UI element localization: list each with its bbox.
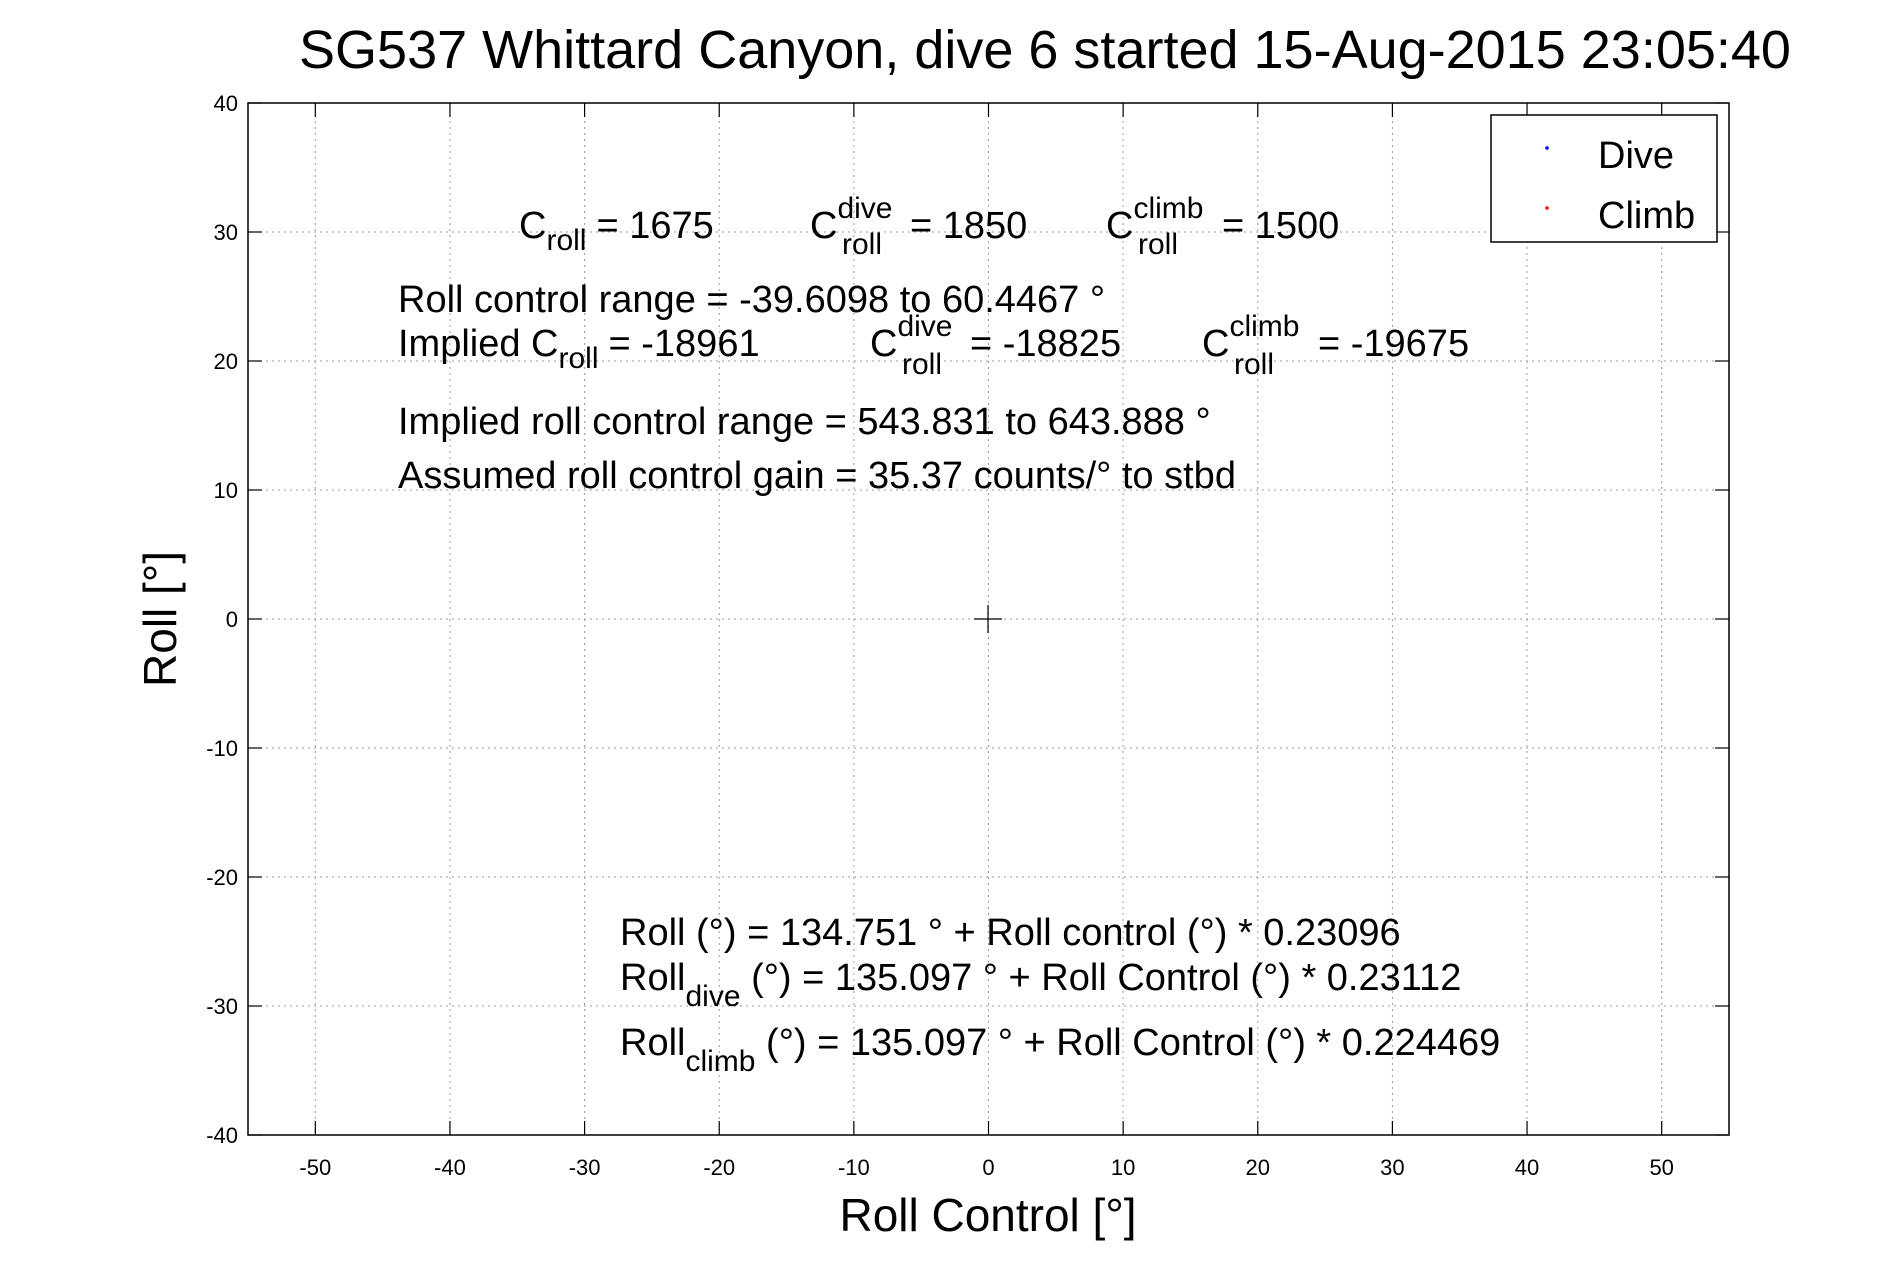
grid xyxy=(248,103,1729,1135)
legend: Dive Climb xyxy=(1490,114,1718,243)
annotation-fit-all: Roll (°) = 134.751 ° + Roll control (°) … xyxy=(620,912,1401,954)
annotation-implied-dive-sub: roll xyxy=(902,348,942,381)
annotation-roll-control-range: Roll control range = -39.6098 to 60.4467… xyxy=(398,279,1105,321)
annotation-c-roll-climb-sub: roll xyxy=(1138,228,1178,261)
x-tick-label: -10 xyxy=(838,1155,870,1180)
annotation-c-roll: Croll = 1675 xyxy=(519,205,714,257)
x-tick-label: -30 xyxy=(569,1155,601,1180)
x-tick-label: -20 xyxy=(703,1155,735,1180)
y-tick-labels: -40 -30 -20 -10 0 10 20 30 40 xyxy=(206,91,238,1148)
x-tick-label: 30 xyxy=(1380,1155,1404,1180)
annotation-fit-dive: Rolldive (°) = 135.097 ° + Roll Control … xyxy=(620,957,1461,1013)
y-tick-label: 0 xyxy=(226,607,238,632)
annotation-implied-range: Implied roll control range = 543.831 to … xyxy=(398,401,1211,443)
annotation-c-roll-dive-sub: roll xyxy=(842,228,882,261)
annotation-c-roll-climb-value: = 1500 xyxy=(1222,205,1339,247)
x-tick-label: 0 xyxy=(982,1155,994,1180)
annotation-c-roll-dive-value: = 1850 xyxy=(910,205,1027,247)
annotations: Croll = 1675 Cdive roll = 1850 Cclimb rol… xyxy=(398,192,1500,1078)
annotation-gain: Assumed roll control gain = 35.37 counts… xyxy=(398,455,1236,497)
x-tick-label: 10 xyxy=(1111,1155,1135,1180)
annotation-c-roll-climb: Cclimb xyxy=(1106,192,1203,247)
chart-title: SG537 Whittard Canyon, dive 6 started 15… xyxy=(299,20,1791,80)
y-tick-label: -40 xyxy=(206,1123,238,1148)
legend-marker-climb xyxy=(1545,206,1549,210)
legend-box xyxy=(1490,114,1718,243)
y-tick-label: 30 xyxy=(214,220,238,245)
annotation-implied-climb: Cclimb xyxy=(1202,310,1299,365)
y-axis-label: Roll [°] xyxy=(134,551,186,687)
legend-label-climb: Climb xyxy=(1598,195,1695,237)
x-tick-label: -50 xyxy=(299,1155,331,1180)
y-tick-label: -10 xyxy=(206,736,238,761)
annotation-implied-climb-sub: roll xyxy=(1234,348,1274,381)
annotation-implied-c-roll: Implied Croll = -18961 xyxy=(398,323,760,375)
y-tick-label: 10 xyxy=(214,478,238,503)
annotation-fit-climb: Rollclimb (°) = 135.097 ° + Roll Control… xyxy=(620,1022,1500,1078)
annotation-c-roll-dive: Cdive xyxy=(810,192,893,247)
x-tick-label: -40 xyxy=(434,1155,466,1180)
y-tick-label: 40 xyxy=(214,91,238,116)
x-tick-labels: -50 -40 -30 -20 -10 0 10 20 30 40 50 xyxy=(299,1155,1674,1180)
legend-label-dive: Dive xyxy=(1598,135,1674,177)
annotation-implied-dive: Cdive xyxy=(870,310,953,365)
x-tick-label: 20 xyxy=(1246,1155,1270,1180)
x-axis-label: Roll Control [°] xyxy=(839,1189,1136,1241)
annotation-implied-dive-value: = -18825 xyxy=(970,323,1121,365)
y-tick-label: -30 xyxy=(206,994,238,1019)
y-tick-label: 20 xyxy=(214,349,238,374)
x-tick-label: 50 xyxy=(1649,1155,1673,1180)
origin-cross-marker xyxy=(974,605,1002,633)
legend-marker-dive xyxy=(1545,146,1549,150)
annotation-implied-climb-value: = -19675 xyxy=(1318,323,1469,365)
x-tick-label: 40 xyxy=(1515,1155,1539,1180)
y-tick-label: -20 xyxy=(206,865,238,890)
axis-ticks xyxy=(248,102,1729,1136)
